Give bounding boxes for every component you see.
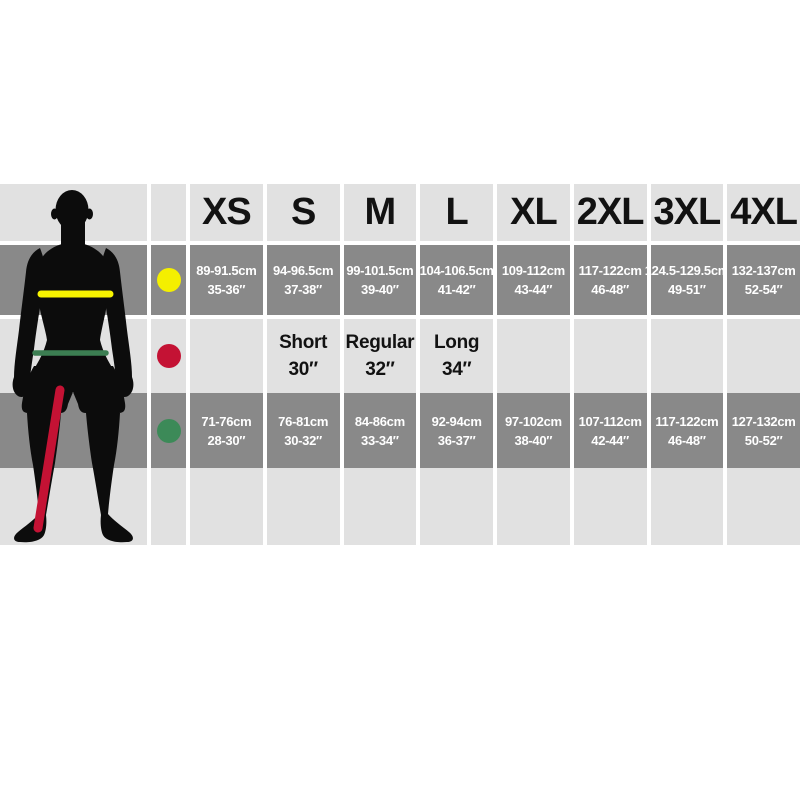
chest-in: 35-36″	[207, 282, 246, 297]
leg-cell-xs	[190, 319, 263, 393]
waist-cell-m: 84-86cm 33-34″	[343, 393, 417, 468]
leg-cell-s: Short 30″	[266, 319, 340, 393]
chest-cm: 104-106.5cm	[419, 263, 494, 278]
chest-cm: 99-101.5cm	[346, 263, 414, 278]
leg-inches: 32″	[365, 359, 395, 380]
chest-cell-m: 99-101.5cm 39-40″	[343, 245, 417, 315]
leg-label: Short	[279, 332, 328, 353]
empty-cell	[573, 468, 647, 545]
figure-column-header-cell	[0, 184, 147, 241]
chest-cell-2xl: 117-122cm 46-48″	[573, 245, 647, 315]
size-header-4xl: 4XL	[727, 184, 800, 241]
size-header-3xl: 3XL	[650, 184, 724, 241]
bottom-band-row	[0, 468, 800, 545]
chest-cell-l: 104-106.5cm 41-42″	[419, 245, 494, 315]
chest-in: 39-40″	[361, 282, 399, 297]
green-dot-icon	[156, 418, 181, 443]
waist-cm: 127-132cm	[731, 413, 796, 429]
dot-column-header-cell	[151, 184, 186, 241]
chest-cm: 109-112cm	[501, 263, 565, 278]
waist-in: 36-37″	[437, 432, 476, 448]
chest-marker-cell	[151, 245, 186, 315]
chest-cm: 89-91.5cm	[196, 263, 257, 278]
empty-cell	[343, 468, 417, 545]
empty-cell	[266, 468, 340, 545]
size-header-xs: XS	[190, 184, 263, 241]
waist-in: 50-52″	[744, 432, 783, 448]
chest-in: 37-38″	[284, 282, 322, 297]
chest-in: 41-42″	[437, 282, 476, 297]
chest-in: 52-54″	[744, 282, 783, 297]
waist-cm: 117-122cm	[655, 413, 719, 429]
header-row: XS S M L XL 2XL 3XL 4XL	[0, 184, 800, 241]
waist-marker-cell	[151, 393, 186, 468]
figure-column-cell	[0, 245, 147, 315]
figure-column-cell	[0, 319, 147, 393]
waist-cm: 107-112cm	[578, 413, 642, 429]
chest-cell-xl: 109-112cm 43-44″	[497, 245, 570, 315]
leg-cell-l: Long 34″	[420, 319, 493, 393]
waist-row: 71-76cm 28-30″ 76-81cm 30-32″ 84-86cm 33…	[0, 393, 800, 468]
empty-cell	[190, 468, 263, 545]
leg-inches: 30″	[288, 359, 318, 380]
empty-cell	[151, 468, 186, 545]
leg-cell-3xl	[650, 319, 724, 393]
waist-cm: 71-76cm	[201, 413, 252, 429]
empty-cell	[650, 468, 724, 545]
leg-cell-2xl	[573, 319, 647, 393]
empty-cell	[420, 468, 493, 545]
waist-cell-xl: 97-102cm 38-40″	[497, 393, 570, 468]
waist-in: 28-30″	[207, 432, 246, 448]
chest-cm: 94-96.5cm	[273, 263, 334, 278]
waist-cell-s: 76-81cm 30-32″	[266, 393, 340, 468]
figure-column-cell	[0, 393, 147, 468]
waist-in: 42-44″	[591, 432, 629, 448]
yellow-dot-icon	[156, 268, 181, 292]
waist-cell-xs: 71-76cm 28-30″	[190, 393, 263, 468]
leg-label: Regular	[345, 332, 415, 353]
waist-cell-4xl: 127-132cm 50-52″	[727, 393, 800, 468]
chest-in: 43-44″	[514, 282, 553, 297]
leg-label: Long	[434, 332, 480, 353]
size-header-s: S	[266, 184, 340, 241]
chest-cm: 117-122cm	[578, 263, 642, 278]
leg-length-row: Short 30″ Regular 32″ Long 34″	[0, 319, 800, 393]
waist-cell-l: 92-94cm 36-37″	[420, 393, 493, 468]
chest-cm: 124.5-129.5cm	[644, 263, 730, 278]
chest-in: 49-51″	[668, 282, 706, 297]
figure-column-cell	[0, 468, 147, 545]
size-chart-table: XS S M L XL 2XL 3XL 4XL 89-91.5cm 35-36″…	[0, 184, 800, 545]
size-header-m: M	[343, 184, 417, 241]
waist-cm: 84-86cm	[354, 413, 405, 429]
leg-cell-xl	[497, 319, 570, 393]
chest-cell-3xl: 124.5-129.5cm 49-51″	[645, 245, 729, 315]
size-header-l: L	[420, 184, 493, 241]
waist-cm: 76-81cm	[278, 413, 329, 429]
size-header-2xl: 2XL	[573, 184, 647, 241]
leg-length-marker-cell	[151, 319, 186, 393]
leg-inches: 34″	[441, 359, 472, 380]
empty-cell	[727, 468, 800, 545]
chest-cm: 132-137cm	[731, 263, 796, 278]
empty-cell	[497, 468, 570, 545]
waist-cm: 92-94cm	[431, 413, 482, 429]
chest-cell-xs: 89-91.5cm 35-36″	[190, 245, 263, 315]
waist-cm: 97-102cm	[504, 413, 562, 429]
chest-in: 46-48″	[591, 282, 629, 297]
waist-in: 30-32″	[284, 432, 322, 448]
red-dot-icon	[156, 344, 181, 368]
leg-cell-m: Regular 32″	[343, 319, 417, 393]
waist-cell-3xl: 117-122cm 46-48″	[650, 393, 724, 468]
chest-cell-s: 94-96.5cm 37-38″	[266, 245, 340, 315]
waist-in: 38-40″	[514, 432, 553, 448]
waist-in: 33-34″	[361, 432, 399, 448]
waist-cell-2xl: 107-112cm 42-44″	[573, 393, 647, 468]
leg-cell-4xl	[727, 319, 800, 393]
chest-row: 89-91.5cm 35-36″ 94-96.5cm 37-38″ 99-101…	[0, 245, 800, 315]
chest-cell-4xl: 132-137cm 52-54″	[727, 245, 800, 315]
size-header-xl: XL	[497, 184, 570, 241]
waist-in: 46-48″	[668, 432, 706, 448]
